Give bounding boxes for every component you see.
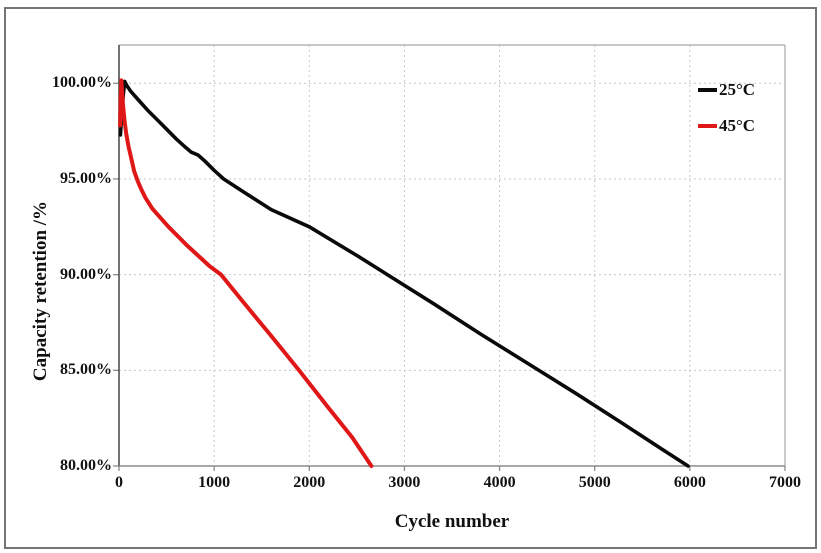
legend-item: 25°C <box>698 80 755 100</box>
x-axis-tick-label: 4000 <box>483 474 516 491</box>
series-line-25c <box>118 79 690 468</box>
legend-label: 25°C <box>719 80 756 99</box>
x-axis-title: Cycle number <box>394 511 510 532</box>
gridlines <box>119 45 785 466</box>
x-axis-tick-label: 7000 <box>769 474 801 491</box>
y-axis-tick-label: 100.00% <box>52 74 112 92</box>
series-lines <box>118 78 690 468</box>
x-axis-tick-label: 0 <box>115 474 123 491</box>
y-axis-title: Capacity retention /% <box>30 200 51 382</box>
legend-item: 45°C <box>698 116 755 136</box>
legend-line-swatch <box>698 88 717 92</box>
y-axis-tick-label: 95.00% <box>60 169 112 187</box>
axes <box>113 44 786 471</box>
x-axis-tick-label: 1000 <box>198 474 231 491</box>
x-axis-tick-label: 5000 <box>578 474 611 491</box>
legend-label: 45°C <box>719 116 756 135</box>
legend: 25°C 45°C <box>698 80 755 152</box>
series-line-45c <box>118 78 374 468</box>
y-axis-tick-label: 80.00% <box>60 457 112 474</box>
x-axis-tick-label: 3000 <box>388 474 421 491</box>
legend-line-swatch <box>698 124 717 128</box>
x-axis-tick-label: 2000 <box>293 474 326 491</box>
y-axis-tick-label: 90.00% <box>60 265 112 283</box>
x-axis-tick-label: 6000 <box>673 474 706 491</box>
y-axis-tick-label: 85.00% <box>60 361 112 379</box>
